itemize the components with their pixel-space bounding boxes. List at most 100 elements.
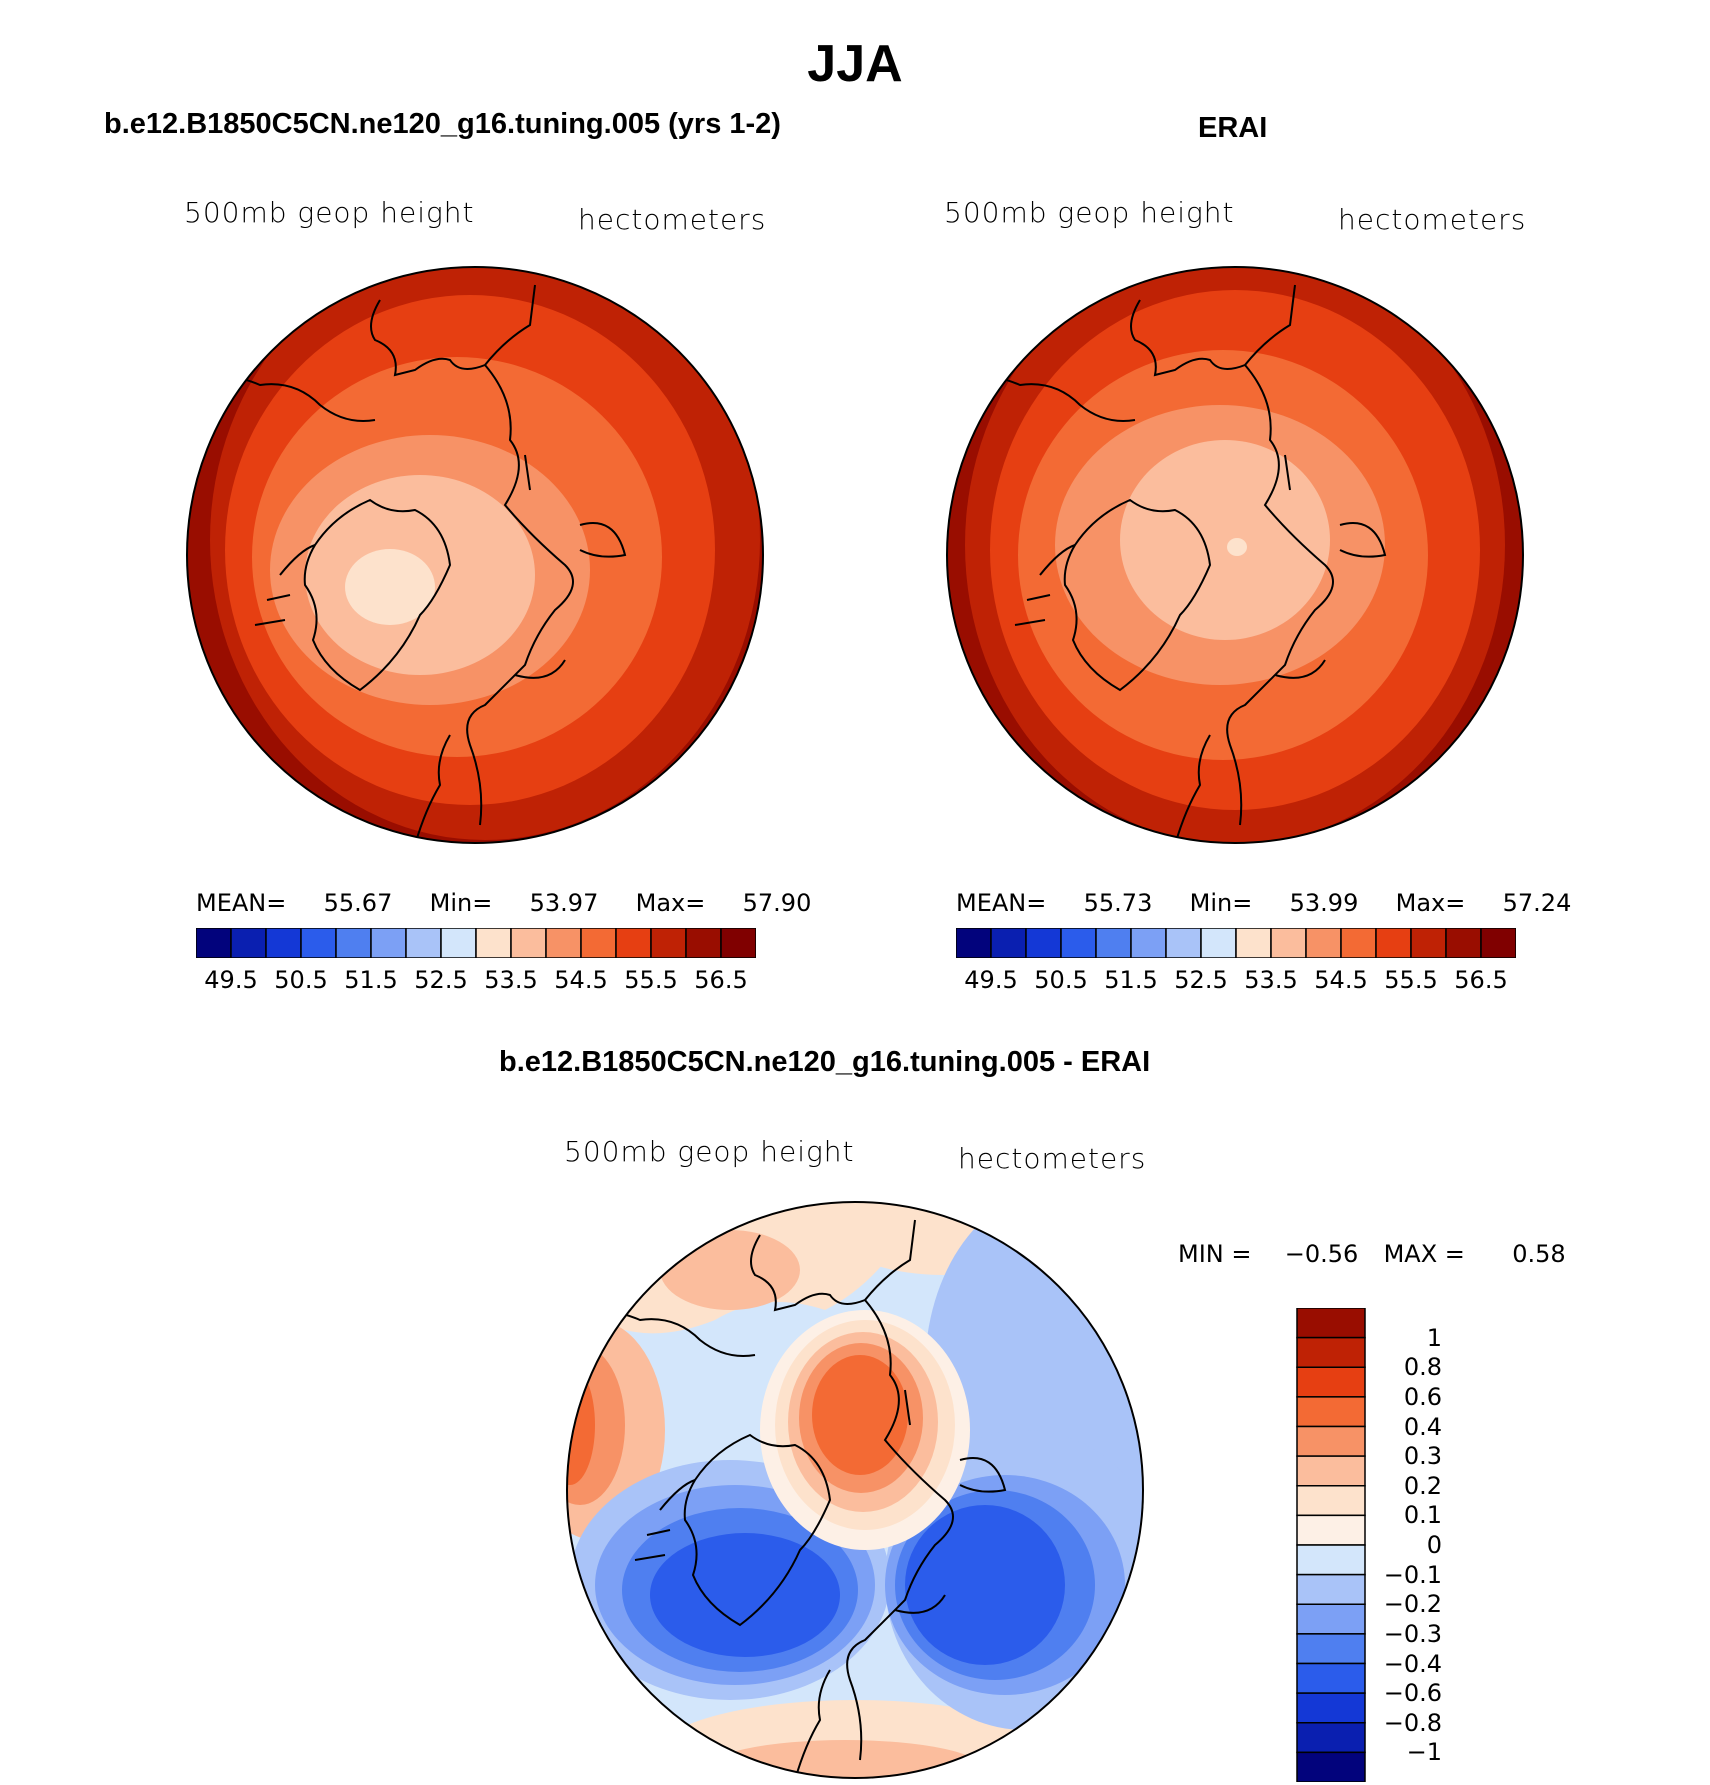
units-label-erai: hectometers — [1338, 203, 1527, 236]
colorbar-tick-label: 0.8 — [1403, 1353, 1442, 1382]
colorbar-swatch — [1296, 1662, 1366, 1694]
colorbar-swatch — [956, 928, 992, 958]
colorbar-swatch — [1296, 1514, 1366, 1546]
colorbar-swatch — [1095, 928, 1132, 958]
colorbar-swatch — [1296, 1336, 1366, 1368]
max-value-difference: 0.58 — [1512, 1240, 1566, 1268]
colorbar-tick-label: 0.6 — [1403, 1382, 1442, 1411]
figure-title: JJA — [807, 35, 903, 93]
colorbar-swatch — [1375, 928, 1412, 958]
colorbar-ticks-difference: 1 0.8 0.6 0.4 0.3 0.2 0.1 0 −0.1 −0.2 −0.3 −0.4 −0.6… — [1376, 1308, 1496, 1782]
colorbar-swatch — [580, 928, 617, 958]
colorbar-swatch — [1025, 928, 1062, 958]
colorbar-tick-label: 54.5 — [554, 966, 608, 994]
variable-label-model: 500mb geop height — [184, 196, 475, 229]
colorbar-tick-label: −0.4 — [1383, 1649, 1442, 1678]
polar-map-model — [186, 266, 764, 844]
colorbar-tick-label: 50.5 — [1034, 966, 1088, 994]
colorbar-swatch — [1296, 1603, 1366, 1635]
mean-value-model: 55.67 — [323, 889, 393, 917]
colorbar-tick-label: 55.5 — [1384, 966, 1438, 994]
max-label-erai: Max= — [1395, 889, 1466, 917]
colorbar-swatch — [1296, 1425, 1366, 1457]
colorbar-swatch — [1130, 928, 1167, 958]
panel-title-difference: b.e12.B1850C5CN.ne120_g16.tuning.005 - E… — [499, 1046, 1151, 1078]
colorbar-swatch — [1296, 1633, 1366, 1665]
mean-label-erai: MEAN= — [956, 889, 1047, 917]
colorbar-swatch — [1296, 1544, 1366, 1576]
colorbar-tick-label: 0.1 — [1403, 1501, 1442, 1530]
min-label-model: Min= — [429, 889, 493, 917]
colorbar-tick-label: 56.5 — [694, 966, 748, 994]
colorbar-swatch — [370, 928, 407, 958]
coastlines-erai — [947, 284, 1387, 843]
colorbar-swatch — [196, 928, 232, 958]
colorbar-swatch — [1445, 928, 1482, 958]
min-label-difference: MIN = — [1178, 1240, 1252, 1268]
colorbar-tick-label: −0.3 — [1383, 1619, 1442, 1648]
colorbar-tick-label: −0.6 — [1383, 1679, 1442, 1708]
colorbar-swatch — [1296, 1573, 1366, 1605]
colorbar-swatch — [720, 928, 756, 958]
colorbar-swatch — [440, 928, 477, 958]
colorbar-swatch — [1480, 928, 1516, 958]
colorbar-ticks-model: 49.5 50.5 51.5 52.5 53.5 54.5 55.5 56.5 — [196, 966, 756, 996]
max-label-difference: MAX = — [1383, 1240, 1465, 1268]
colorbar-swatch — [1296, 1455, 1366, 1487]
colorbar-swatch — [230, 928, 267, 958]
colorbar-swatch — [1165, 928, 1202, 958]
colorbar-swatch — [1296, 1722, 1366, 1754]
min-label-erai: Min= — [1189, 889, 1253, 917]
colorbar-swatch — [1410, 928, 1447, 958]
colorbar-swatch — [685, 928, 722, 958]
colorbar-tick-label: 55.5 — [624, 966, 678, 994]
colorbar-swatch — [510, 928, 547, 958]
polar-map-difference — [566, 1201, 1144, 1779]
mean-value-erai: 55.73 — [1083, 889, 1153, 917]
colorbar-tick-label: −0.1 — [1383, 1560, 1442, 1589]
colorbar-tick-label: 53.5 — [1244, 966, 1298, 994]
colorbar-tick-label: −1 — [1406, 1738, 1442, 1767]
colorbar-swatch — [1270, 928, 1307, 958]
colorbar-swatch — [1296, 1396, 1366, 1428]
colorbar-tick-label: 50.5 — [274, 966, 328, 994]
colorbar-tick-label: 0 — [1426, 1531, 1442, 1559]
min-value-erai: 53.99 — [1289, 889, 1359, 917]
colorbar-ticks-erai: 49.5 50.5 51.5 52.5 53.5 54.5 55.5 56.5 — [956, 966, 1516, 996]
colorbar-erai — [956, 928, 1516, 958]
colorbar-model — [196, 928, 756, 958]
panel-title-erai: ERAI — [1198, 112, 1268, 144]
mean-label-model: MEAN= — [196, 889, 287, 917]
colorbar-swatch — [1235, 928, 1272, 958]
colorbar-swatch — [545, 928, 582, 958]
colorbar-swatch — [1296, 1308, 1366, 1339]
colorbar-tick-label: 0.3 — [1403, 1442, 1442, 1471]
colorbar-tick-label: 56.5 — [1454, 966, 1508, 994]
colorbar-swatch — [1296, 1751, 1366, 1782]
colorbar-swatch — [1340, 928, 1377, 958]
max-value-erai: 57.24 — [1502, 889, 1572, 917]
colorbar-tick-label: 0.2 — [1403, 1471, 1442, 1500]
max-label-model: Max= — [635, 889, 706, 917]
colorbar-tick-label: −0.8 — [1383, 1708, 1442, 1737]
colorbar-swatch — [650, 928, 687, 958]
min-value-difference: −0.56 — [1284, 1240, 1359, 1268]
panel-title-model: b.e12.B1850C5CN.ne120_g16.tuning.005 (yr… — [104, 108, 781, 140]
colorbar-tick-label: 54.5 — [1314, 966, 1368, 994]
max-value-model: 57.90 — [742, 889, 812, 917]
colorbar-swatch — [1296, 1366, 1366, 1398]
colorbar-swatch — [1296, 1692, 1366, 1724]
min-value-model: 53.97 — [529, 889, 599, 917]
colorbar-swatch — [990, 928, 1027, 958]
colorbar-swatch — [1200, 928, 1237, 958]
colorbar-tick-label: 53.5 — [484, 966, 538, 994]
variable-label-difference: 500mb geop height — [564, 1135, 855, 1168]
coastlines-difference — [567, 1219, 1007, 1778]
units-label-model: hectometers — [578, 203, 767, 236]
variable-label-erai: 500mb geop height — [944, 196, 1235, 229]
colorbar-tick-label: −0.2 — [1383, 1590, 1442, 1619]
colorbar-swatch — [265, 928, 302, 958]
colorbar-tick-label: 1 — [1426, 1323, 1442, 1352]
colorbar-tick-label: 49.5 — [204, 966, 258, 994]
units-label-difference: hectometers — [958, 1142, 1147, 1175]
